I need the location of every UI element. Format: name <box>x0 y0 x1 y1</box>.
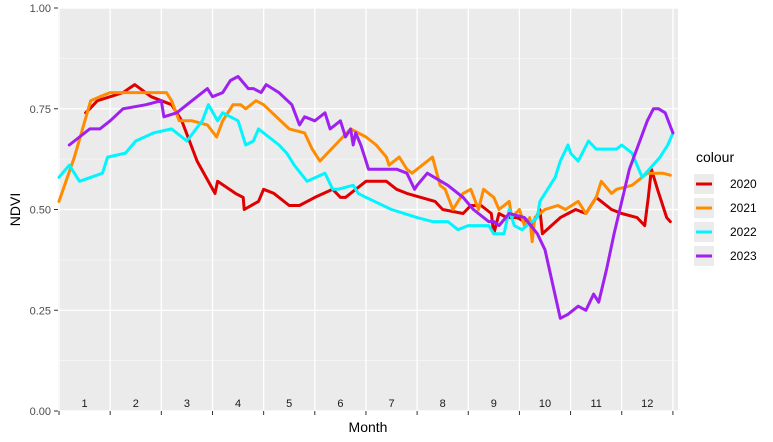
month-label: 4 <box>235 398 241 410</box>
legend-label-2022: 2022 <box>730 225 757 239</box>
y-tick-label: 1.00 <box>30 3 51 15</box>
legend: colour 2020 2021 2022 2023 <box>694 149 757 266</box>
month-label: 3 <box>184 398 190 410</box>
y-tick-label: 0.00 <box>30 406 51 418</box>
month-label: 6 <box>337 398 343 410</box>
legend-label-2020: 2020 <box>730 177 757 191</box>
month-label: 7 <box>388 398 394 410</box>
series-line-2022 <box>57 103 675 236</box>
axes: 0.000.250.500.751.001 2 3 4 5 6 7 8 9 10 11 12 <box>30 3 674 418</box>
legend-title: colour <box>696 149 734 165</box>
month-label: 8 <box>440 398 446 410</box>
y-tick-label: 0.25 <box>30 305 51 317</box>
month-label: 2 <box>133 398 139 410</box>
x-axis-title: Month <box>349 419 388 435</box>
month-label: 12 <box>641 398 653 410</box>
month-label: 9 <box>491 398 497 410</box>
series-line-2021 <box>57 91 672 244</box>
month-label: 1 <box>82 398 88 410</box>
month-label: 5 <box>286 398 292 410</box>
y-tick-label: 0.75 <box>30 104 51 116</box>
month-label: 10 <box>539 398 551 410</box>
series-lines <box>57 75 675 320</box>
y-tick-label: 0.50 <box>30 205 51 217</box>
series-line-2023 <box>67 75 675 320</box>
legend-label-2023: 2023 <box>730 249 757 263</box>
month-label: 11 <box>590 398 601 410</box>
y-axis-title: NDVI <box>7 193 23 226</box>
legend-label-2021: 2021 <box>730 201 757 215</box>
